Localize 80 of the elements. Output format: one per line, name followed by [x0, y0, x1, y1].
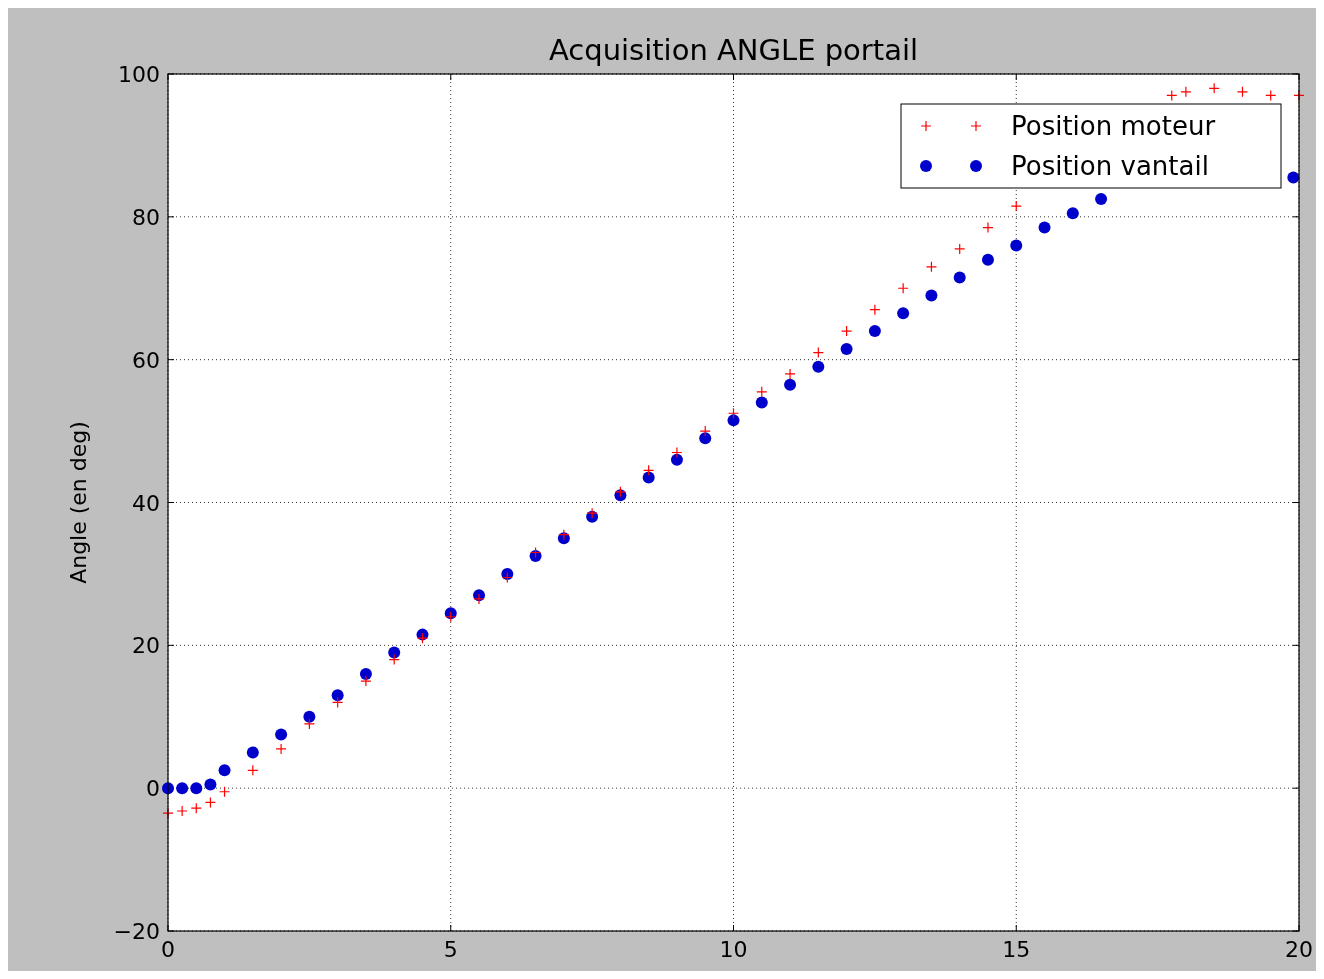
y-tick-label: 20: [132, 633, 160, 659]
x-tick-label: 20: [1285, 937, 1313, 962]
legend-label: Position moteur: [1011, 111, 1216, 141]
point: [501, 571, 513, 584]
point: [332, 696, 344, 709]
point: [204, 778, 217, 791]
point: [897, 307, 910, 320]
point: [176, 782, 189, 795]
point: [869, 304, 881, 316]
point: [204, 796, 217, 809]
point: [699, 425, 711, 437]
point: [558, 529, 570, 541]
point: [388, 646, 401, 659]
y-tick-label: 60: [132, 347, 160, 373]
point: [1010, 239, 1023, 252]
point: [473, 593, 485, 605]
point: [1236, 86, 1249, 98]
y-tick-label: 80: [132, 204, 160, 230]
point: [1208, 82, 1220, 94]
point: [176, 805, 188, 817]
point: [812, 346, 824, 359]
point: [416, 632, 429, 644]
point: [246, 746, 259, 759]
chart-title: Acquisition ANGLE portail: [548, 33, 919, 67]
point: [331, 689, 344, 702]
x-tick-label: 5: [443, 937, 458, 962]
point: [275, 743, 287, 755]
point: [982, 221, 994, 234]
point: [953, 271, 966, 284]
point: [671, 446, 683, 459]
point: [755, 396, 768, 409]
y-tick-label: 0: [146, 776, 160, 802]
point: [727, 414, 740, 427]
point: [529, 546, 542, 559]
point: [1287, 171, 1300, 184]
point: [190, 782, 203, 795]
point: [388, 654, 400, 666]
point: [303, 718, 315, 730]
point: [840, 342, 853, 355]
point: [1180, 86, 1192, 98]
point: [275, 728, 288, 741]
point: [784, 378, 797, 391]
point: [1038, 221, 1051, 234]
point: [247, 764, 259, 776]
y-tick-label: −20: [113, 919, 160, 944]
point: [954, 243, 966, 255]
legend-label: Position vantail: [1011, 151, 1209, 181]
point: [841, 325, 853, 337]
point: [670, 453, 683, 466]
point: [925, 289, 938, 302]
point: [642, 471, 655, 484]
point: [897, 282, 909, 294]
y-axis-title: Angle (en deg): [66, 421, 91, 584]
point: [360, 675, 372, 687]
point: [303, 710, 316, 723]
y-tick-label: 100: [118, 62, 160, 87]
point: [925, 261, 938, 273]
point: [756, 386, 768, 398]
point: [218, 764, 231, 777]
point: [1095, 192, 1108, 205]
point: [981, 253, 994, 266]
point: [614, 486, 626, 498]
point: [1010, 200, 1022, 212]
point: [784, 368, 796, 380]
point: [812, 360, 825, 373]
point: [643, 464, 655, 476]
point: [445, 611, 457, 623]
point: [586, 507, 598, 519]
point: [1066, 207, 1079, 220]
y-tick-label: 40: [132, 490, 160, 516]
x-tick-label: 10: [719, 937, 748, 962]
point: [359, 667, 372, 680]
point: [190, 802, 202, 814]
point: [218, 786, 231, 798]
point: [1166, 89, 1178, 102]
point: [699, 432, 712, 445]
point: [727, 407, 740, 419]
point: [868, 325, 881, 338]
x-tick-label: 15: [1002, 937, 1031, 962]
point: [1265, 89, 1277, 102]
